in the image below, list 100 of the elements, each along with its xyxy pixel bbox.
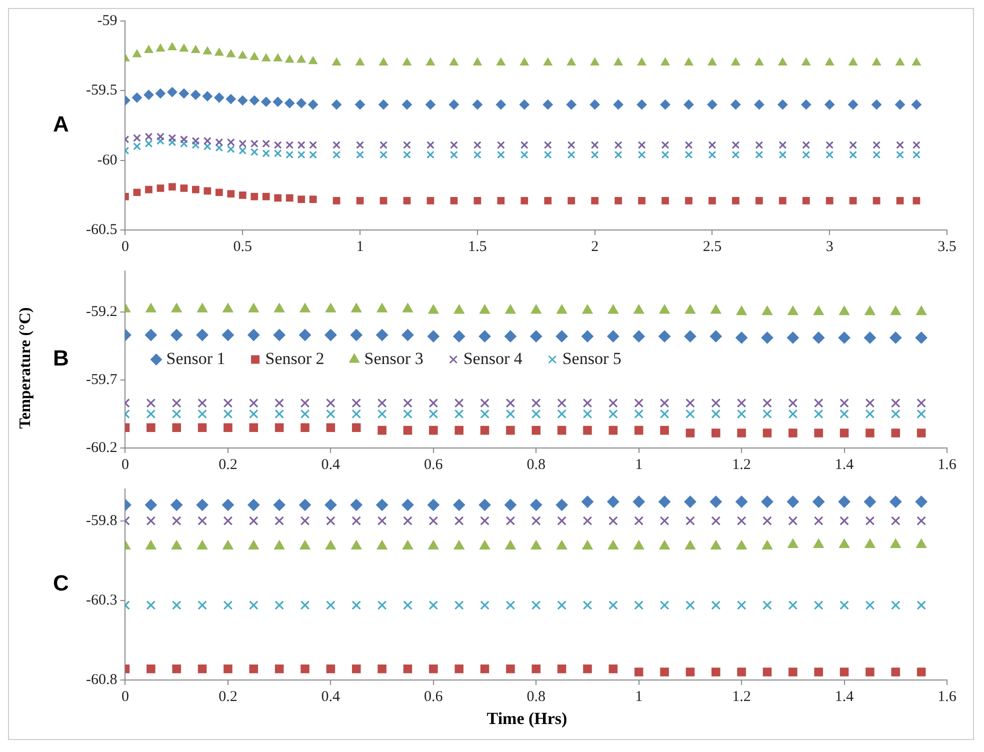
point bbox=[146, 540, 156, 550]
y-tick-label: -59.5 bbox=[86, 82, 118, 99]
point bbox=[403, 398, 412, 408]
legend-label: Sensor 4 bbox=[463, 348, 523, 368]
point bbox=[840, 428, 849, 438]
point bbox=[542, 100, 553, 110]
point bbox=[737, 668, 746, 676]
point bbox=[273, 54, 282, 62]
point bbox=[429, 664, 438, 674]
point bbox=[736, 496, 748, 508]
point bbox=[376, 303, 388, 312]
point bbox=[222, 540, 234, 550]
point bbox=[196, 498, 208, 511]
point bbox=[872, 150, 881, 159]
point bbox=[429, 426, 438, 435]
point bbox=[450, 150, 458, 159]
point bbox=[778, 197, 786, 204]
point bbox=[814, 398, 824, 408]
point bbox=[144, 140, 153, 148]
point bbox=[144, 90, 154, 100]
point bbox=[731, 58, 740, 66]
point bbox=[814, 600, 824, 610]
point bbox=[848, 100, 858, 110]
point bbox=[299, 498, 312, 511]
point bbox=[865, 409, 875, 419]
point bbox=[454, 398, 464, 408]
point bbox=[145, 186, 152, 194]
point bbox=[300, 516, 310, 526]
point bbox=[473, 141, 482, 149]
point bbox=[916, 600, 926, 610]
point bbox=[352, 516, 362, 526]
point bbox=[296, 55, 306, 63]
point bbox=[506, 409, 516, 419]
point bbox=[506, 664, 515, 674]
point bbox=[711, 516, 721, 526]
point bbox=[864, 538, 876, 548]
point bbox=[608, 600, 618, 610]
x-tick-label: 1.5 bbox=[468, 238, 487, 255]
point bbox=[778, 58, 788, 66]
point bbox=[428, 540, 439, 550]
point bbox=[532, 426, 541, 435]
point bbox=[454, 409, 464, 419]
point bbox=[736, 516, 746, 526]
point bbox=[530, 330, 542, 342]
point bbox=[425, 100, 436, 110]
x-tick-label: 1.6 bbox=[938, 456, 957, 473]
x-tick-label: 0.6 bbox=[424, 688, 444, 705]
point bbox=[590, 58, 600, 66]
point bbox=[659, 304, 670, 314]
point bbox=[224, 664, 232, 674]
point bbox=[380, 197, 388, 204]
point bbox=[309, 150, 318, 159]
point bbox=[590, 150, 599, 159]
point bbox=[686, 398, 695, 408]
point bbox=[326, 423, 336, 432]
point bbox=[707, 100, 718, 110]
point bbox=[660, 600, 670, 610]
point bbox=[761, 332, 774, 344]
point bbox=[249, 95, 260, 106]
x-tick-label: 3.5 bbox=[938, 238, 956, 255]
point bbox=[839, 306, 850, 316]
point bbox=[223, 398, 233, 408]
point bbox=[190, 90, 201, 100]
point bbox=[377, 516, 387, 526]
point bbox=[273, 328, 286, 341]
point bbox=[755, 197, 763, 204]
point bbox=[638, 150, 646, 159]
point bbox=[222, 303, 234, 312]
point bbox=[916, 538, 927, 548]
point bbox=[248, 398, 258, 408]
point bbox=[426, 58, 435, 66]
point bbox=[708, 58, 717, 66]
y-tick-label: -60 bbox=[97, 152, 118, 168]
x-tick-label: 3 bbox=[826, 238, 834, 255]
point bbox=[754, 100, 764, 110]
point bbox=[296, 98, 306, 108]
point bbox=[824, 100, 835, 110]
point bbox=[285, 55, 294, 63]
point bbox=[730, 100, 741, 110]
legend-label: Sensor 2 bbox=[265, 348, 324, 368]
point bbox=[248, 516, 258, 526]
point bbox=[170, 328, 183, 341]
y-tick-label: -60.8 bbox=[86, 672, 118, 688]
point bbox=[226, 94, 236, 104]
point bbox=[427, 330, 440, 342]
point bbox=[300, 600, 310, 610]
point bbox=[608, 540, 618, 550]
point bbox=[684, 540, 696, 550]
point bbox=[156, 136, 164, 145]
point bbox=[146, 516, 156, 526]
point bbox=[238, 146, 247, 155]
point bbox=[732, 141, 740, 149]
point bbox=[262, 54, 271, 62]
x-tick-label: 0 bbox=[121, 688, 129, 705]
x-tick-label: 1.2 bbox=[732, 688, 751, 705]
point bbox=[226, 49, 236, 58]
point bbox=[582, 409, 592, 419]
point bbox=[736, 398, 746, 408]
point bbox=[762, 428, 772, 438]
point bbox=[916, 668, 926, 676]
